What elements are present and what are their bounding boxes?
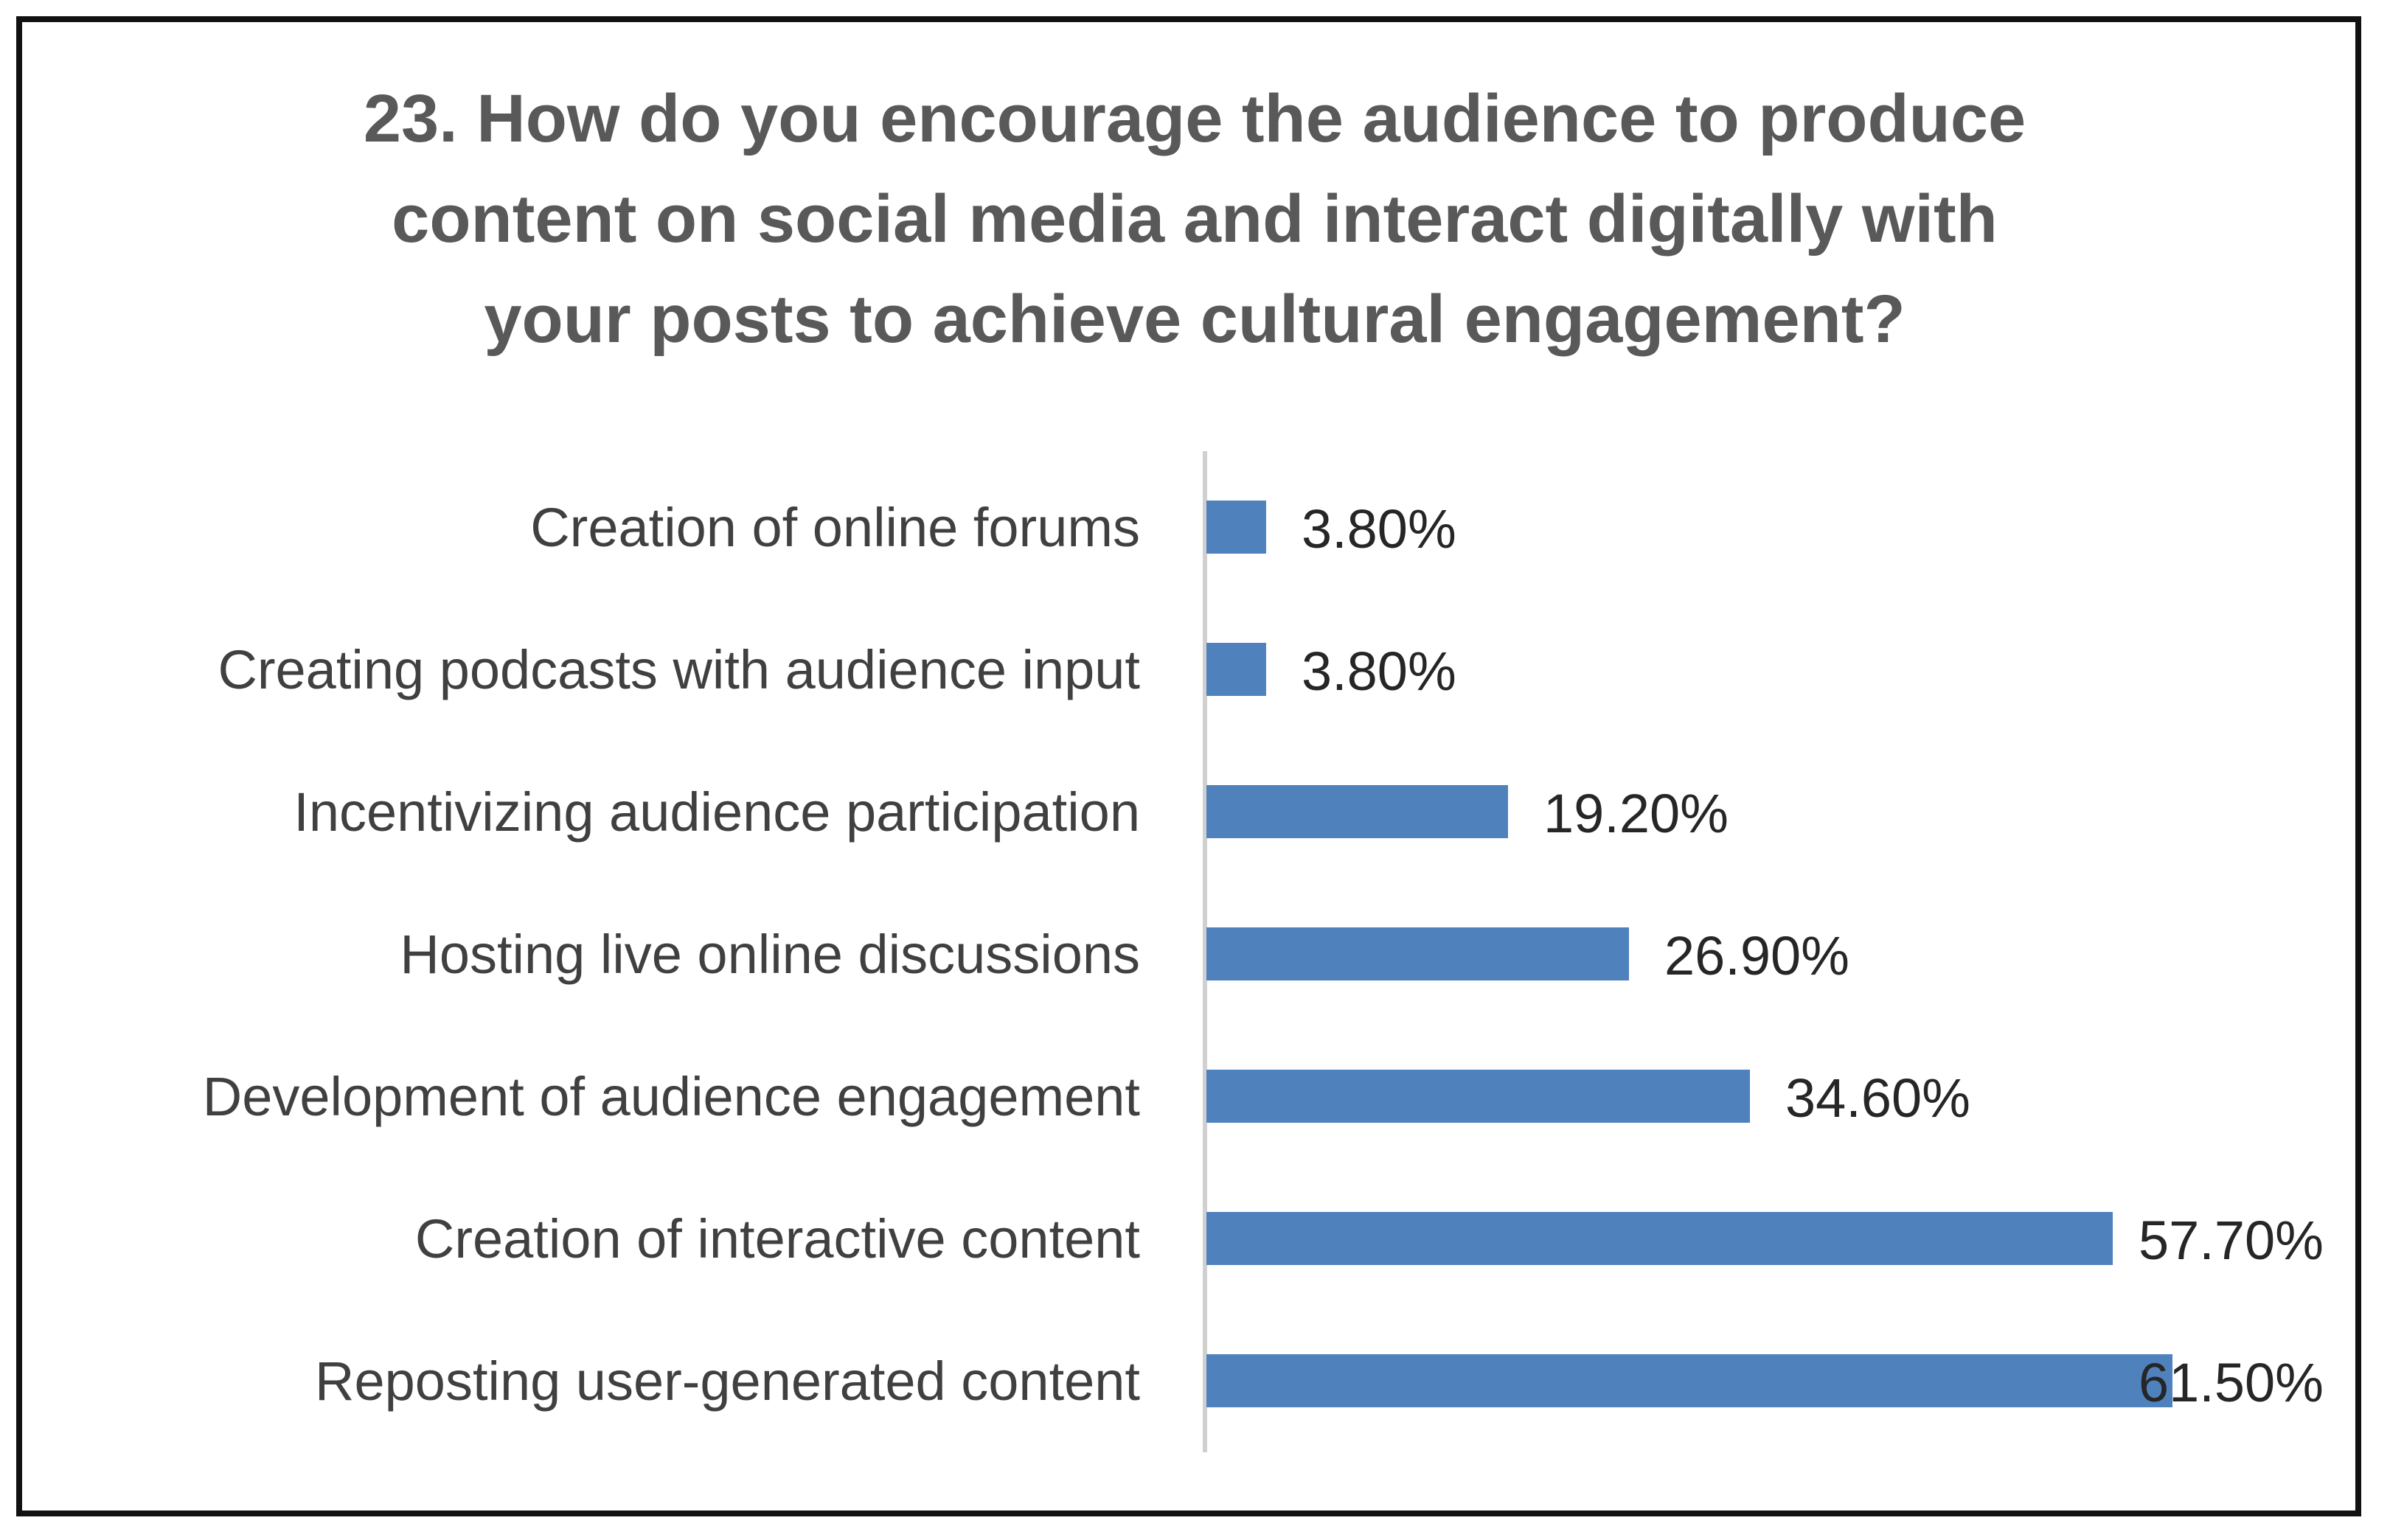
chart-frame (16, 16, 2361, 1516)
chart-title: 23. How do you encourage the audience to… (364, 81, 2026, 357)
bar-3 (1206, 927, 1629, 980)
category-label-6: Reposting user-generated content (315, 1351, 1140, 1412)
data-label-3: 26.90% (1664, 925, 1849, 986)
category-label-4: Development of audience engagement (203, 1066, 1141, 1127)
bar-2 (1206, 785, 1508, 838)
bar-1 (1206, 643, 1266, 696)
category-label-0: Creation of online forums (530, 497, 1140, 558)
category-labels: Creation of online forums Creating podcas… (203, 497, 1141, 1412)
bar-0 (1206, 501, 1266, 554)
data-label-1: 3.80% (1302, 641, 1456, 702)
bar-6 (1206, 1354, 2172, 1407)
category-label-2: Incentivizing audience participation (293, 781, 1140, 843)
bar-series (1206, 501, 2172, 1407)
bar-5 (1206, 1212, 2113, 1265)
data-label-2: 19.20% (1543, 783, 1729, 844)
data-label-4: 34.60% (1785, 1067, 1970, 1129)
data-label-5: 57.70% (2139, 1210, 2324, 1271)
chart-title-line-3: your posts to achieve cultural engagemen… (484, 282, 1905, 357)
data-label-0: 3.80% (1302, 498, 1456, 560)
chart-title-line-2: content on social media and interact dig… (392, 181, 1998, 257)
data-label-6: 61.50% (2139, 1352, 2324, 1413)
category-label-5: Creation of interactive content (415, 1208, 1141, 1269)
category-label-3: Hosting live online discussions (400, 924, 1140, 985)
data-labels: 3.80% 3.80% 19.20% 26.90% 34.60% 57.70% 61.50% (1302, 498, 2324, 1413)
chart-title-line-1: 23. How do you encourage the audience to… (364, 81, 2026, 156)
bar-4 (1206, 1070, 1751, 1123)
category-label-1: Creating podcasts with audience input (218, 639, 1140, 700)
